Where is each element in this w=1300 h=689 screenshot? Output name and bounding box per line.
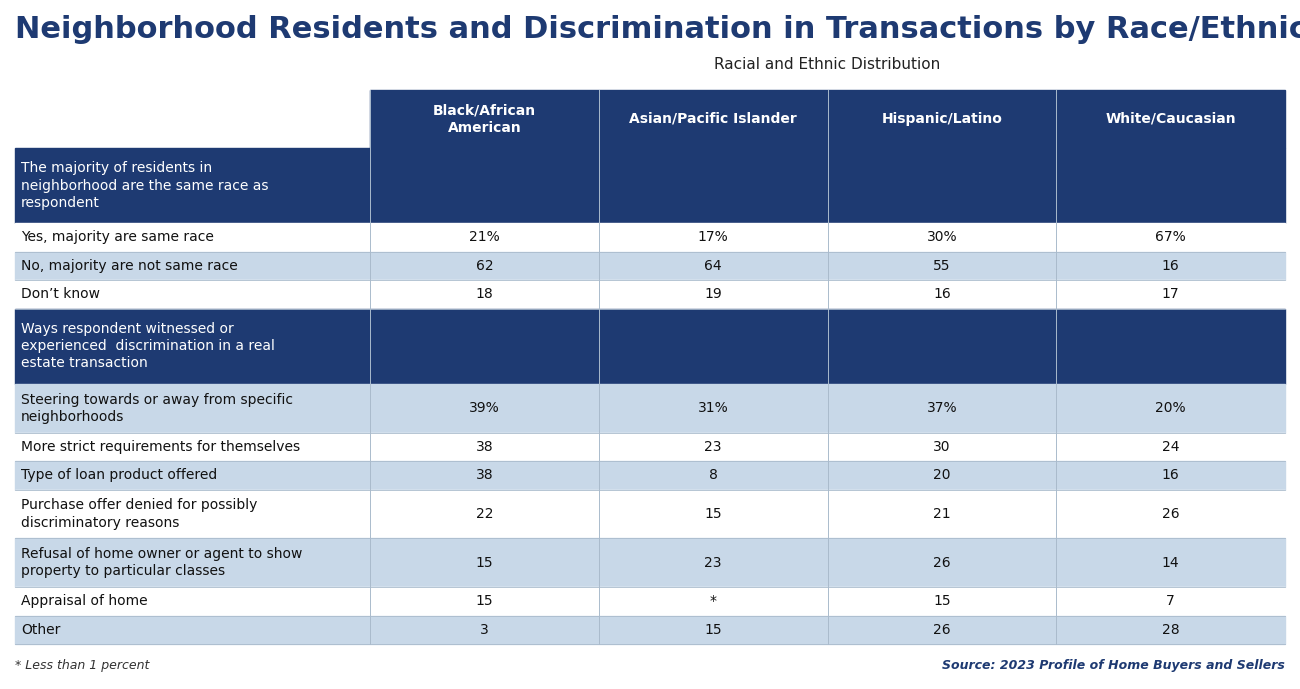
Bar — [16, 384, 1284, 433]
Text: Type of loan product offered: Type of loan product offered — [21, 469, 217, 482]
Text: 22: 22 — [476, 507, 493, 521]
Text: 23: 23 — [705, 440, 722, 454]
Text: 8: 8 — [708, 469, 718, 482]
Text: The majority of residents in
neighborhood are the same race as
respondent: The majority of residents in neighborhoo… — [21, 161, 269, 210]
Text: Refusal of home owner or agent to show
property to particular classes: Refusal of home owner or agent to show p… — [21, 547, 303, 578]
Text: 15: 15 — [476, 556, 493, 570]
Text: 30%: 30% — [927, 230, 957, 245]
Text: Black/African
American: Black/African American — [433, 103, 536, 134]
Text: 23: 23 — [705, 556, 722, 570]
Bar — [16, 251, 1284, 280]
Text: 15: 15 — [476, 595, 493, 608]
Text: Asian/Pacific Islander: Asian/Pacific Islander — [629, 112, 797, 126]
Bar — [16, 148, 1284, 223]
Text: 28: 28 — [1162, 623, 1179, 637]
Bar — [16, 615, 1284, 644]
Text: 62: 62 — [476, 259, 493, 273]
Text: * Less than 1 percent: * Less than 1 percent — [16, 659, 150, 672]
Text: 24: 24 — [1162, 440, 1179, 454]
Text: No, majority are not same race: No, majority are not same race — [21, 259, 238, 273]
Text: 19: 19 — [705, 287, 722, 301]
Text: 7: 7 — [1166, 595, 1175, 608]
Text: Ways respondent witnessed or
experienced  discrimination in a real
estate transa: Ways respondent witnessed or experienced… — [21, 322, 274, 371]
Text: 15: 15 — [705, 623, 722, 637]
Text: 16: 16 — [933, 287, 950, 301]
Text: Appraisal of home: Appraisal of home — [21, 595, 148, 608]
Text: More strict requirements for themselves: More strict requirements for themselves — [21, 440, 300, 454]
Text: White/Caucasian: White/Caucasian — [1105, 112, 1236, 126]
Text: 26: 26 — [933, 556, 950, 570]
Text: 20%: 20% — [1156, 401, 1186, 415]
Text: 37%: 37% — [927, 401, 957, 415]
Bar — [16, 433, 1284, 461]
Text: Don’t know: Don’t know — [21, 287, 100, 301]
Text: Yes, majority are same race: Yes, majority are same race — [21, 230, 215, 245]
Bar — [16, 223, 1284, 251]
Text: 15: 15 — [705, 507, 722, 521]
Text: 39%: 39% — [469, 401, 499, 415]
Text: 21: 21 — [933, 507, 950, 521]
Bar — [16, 587, 1284, 615]
Text: 17%: 17% — [698, 230, 728, 245]
Text: Racial and Ethnic Distribution: Racial and Ethnic Distribution — [715, 57, 941, 72]
Text: Other: Other — [21, 623, 60, 637]
Text: 64: 64 — [705, 259, 722, 273]
Text: 20: 20 — [933, 469, 950, 482]
Text: 31%: 31% — [698, 401, 728, 415]
Text: 16: 16 — [1162, 469, 1179, 482]
Bar — [370, 90, 1284, 148]
Text: 15: 15 — [933, 595, 950, 608]
Text: 21%: 21% — [469, 230, 499, 245]
Text: Hispanic/Latino: Hispanic/Latino — [881, 112, 1002, 126]
Bar — [16, 280, 1284, 309]
Text: Neighborhood Residents and Discrimination in Transactions by Race/Ethnicity: Neighborhood Residents and Discriminatio… — [16, 15, 1300, 44]
Text: Purchase offer denied for possibly
discriminatory reasons: Purchase offer denied for possibly discr… — [21, 498, 257, 530]
Text: 26: 26 — [1162, 507, 1179, 521]
Text: 55: 55 — [933, 259, 950, 273]
Text: 38: 38 — [476, 440, 493, 454]
Text: 26: 26 — [933, 623, 950, 637]
Text: 16: 16 — [1162, 259, 1179, 273]
Text: 30: 30 — [933, 440, 950, 454]
Text: *: * — [710, 595, 716, 608]
Bar — [16, 461, 1284, 489]
Bar — [16, 538, 1284, 587]
Text: 38: 38 — [476, 469, 493, 482]
Text: 14: 14 — [1162, 556, 1179, 570]
Bar — [16, 309, 1284, 384]
Text: 3: 3 — [480, 623, 489, 637]
Bar — [16, 489, 1284, 538]
Text: 17: 17 — [1162, 287, 1179, 301]
Text: Source: 2023 Profile of Home Buyers and Sellers: Source: 2023 Profile of Home Buyers and … — [942, 659, 1284, 672]
Text: 67%: 67% — [1156, 230, 1186, 245]
Text: Steering towards or away from specific
neighborhoods: Steering towards or away from specific n… — [21, 393, 293, 424]
Text: 18: 18 — [476, 287, 493, 301]
